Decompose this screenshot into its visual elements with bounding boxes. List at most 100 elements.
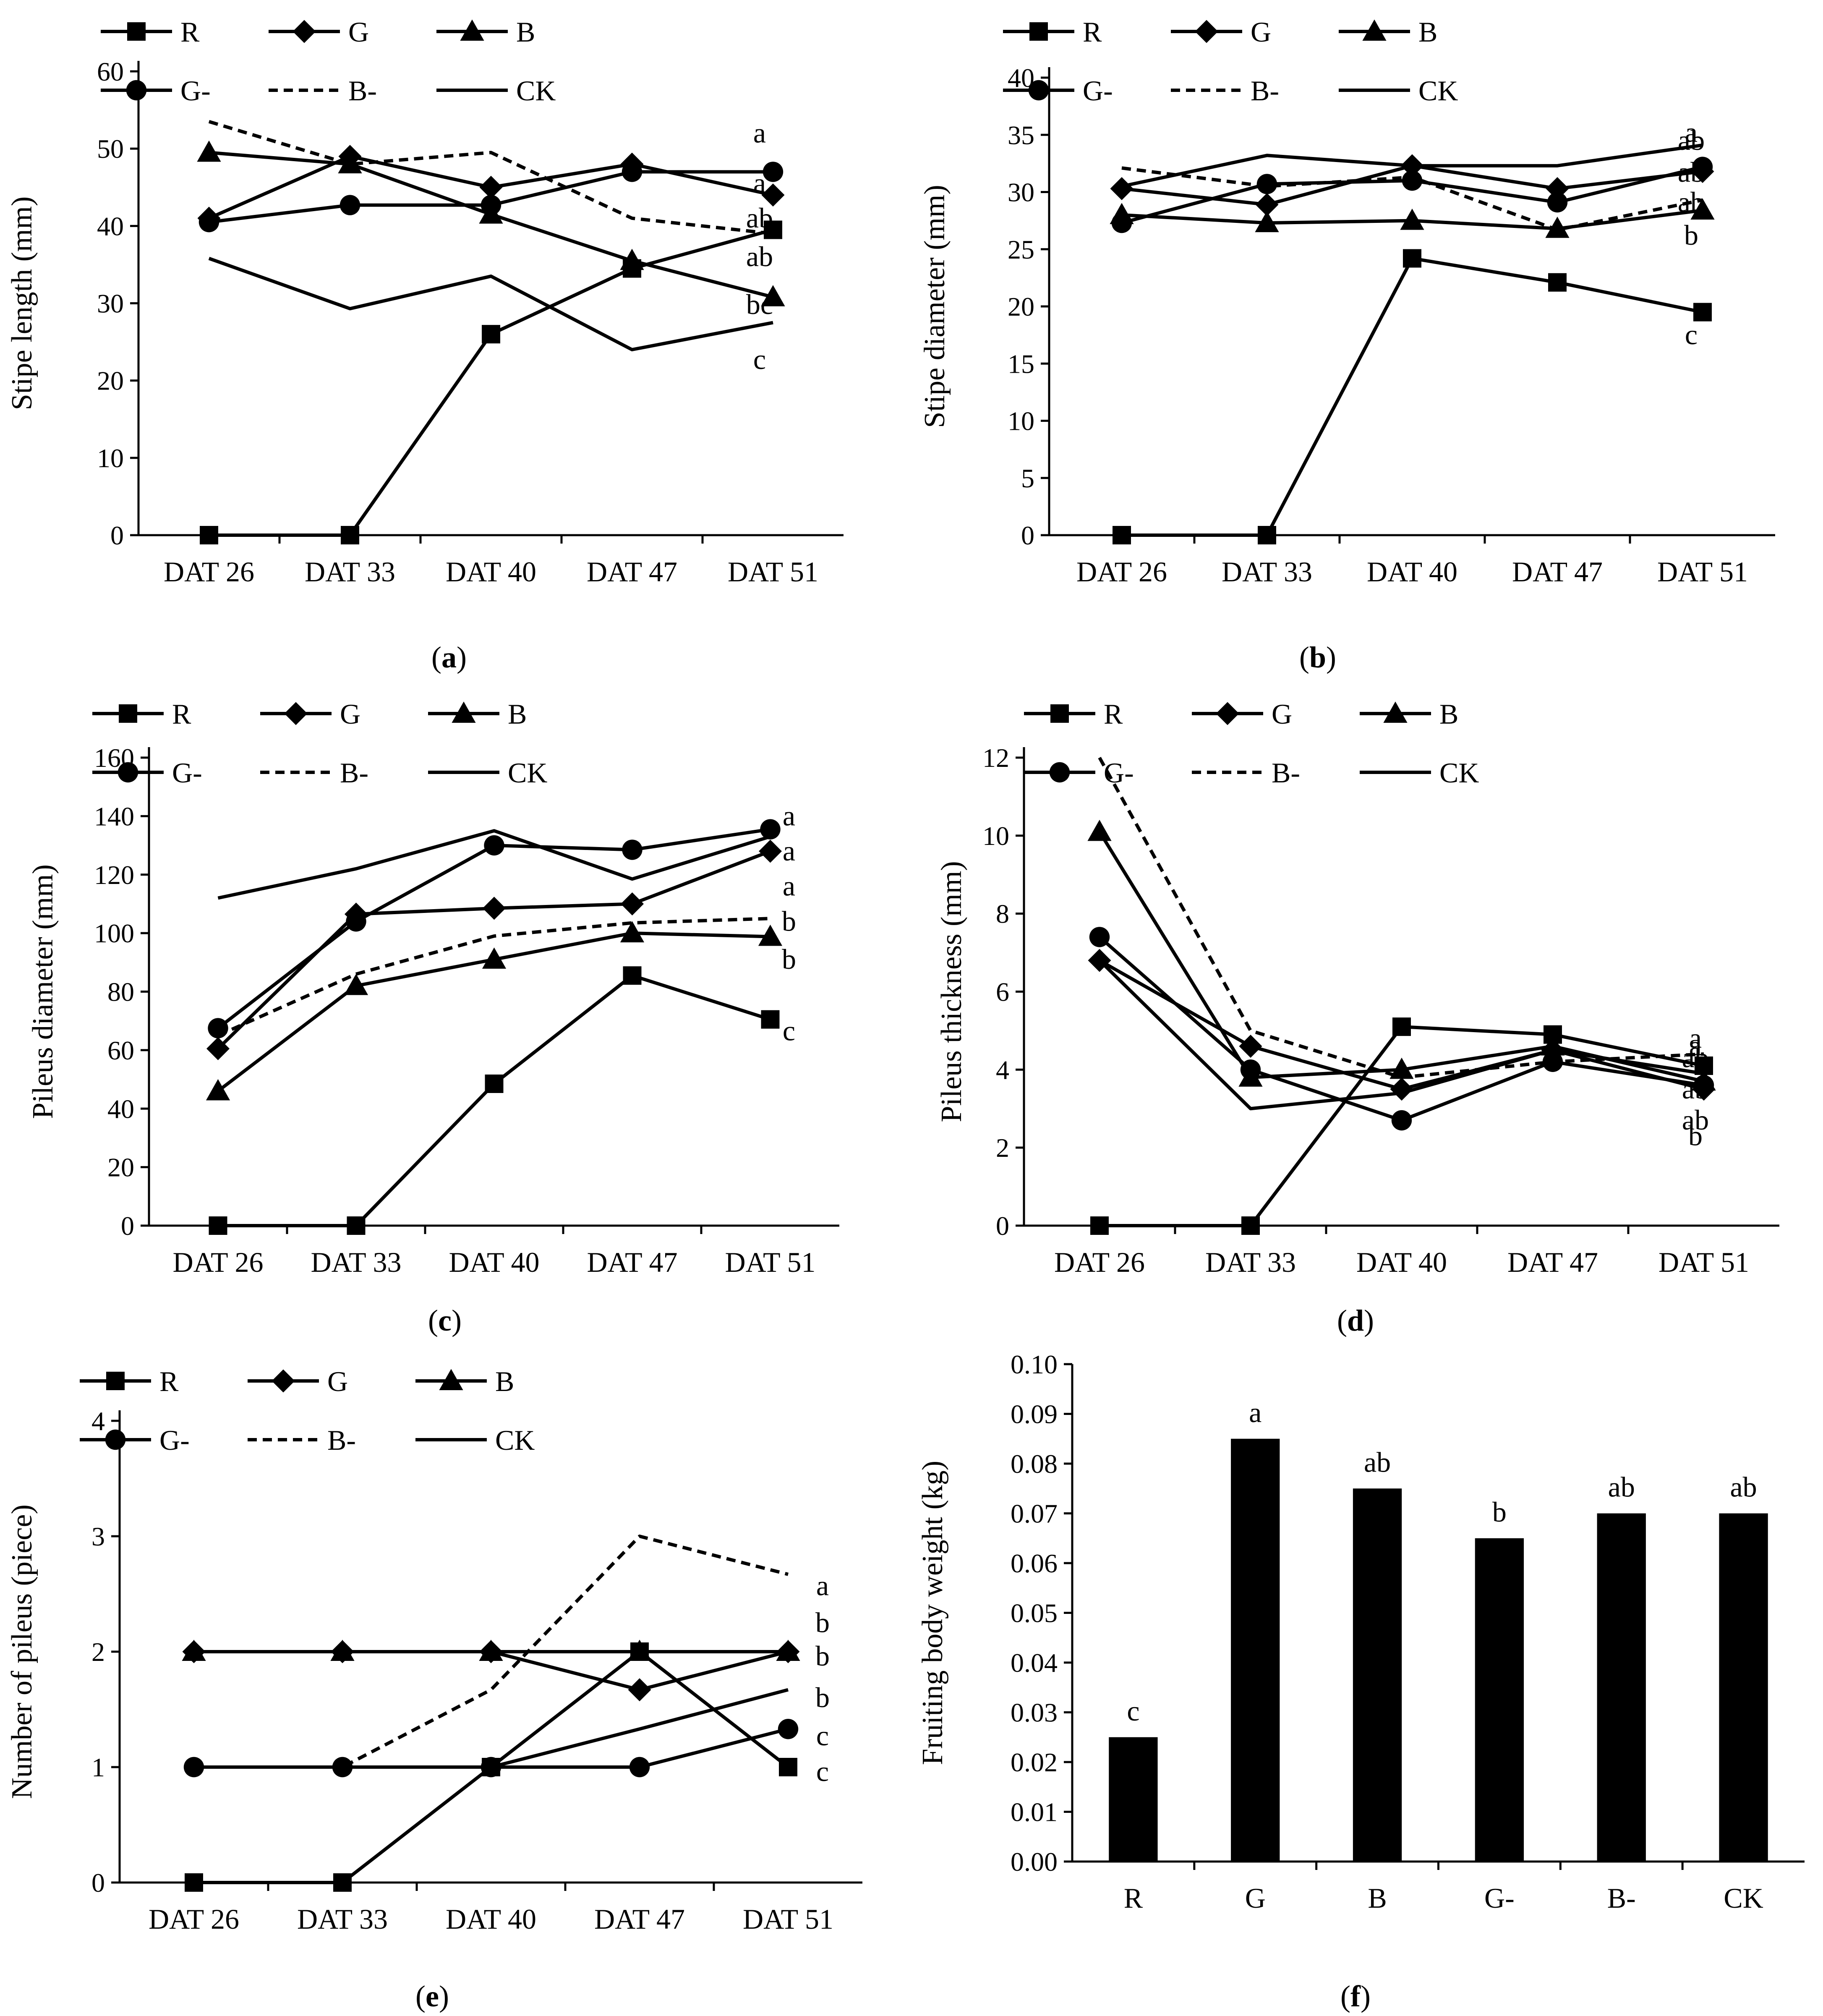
y-tick-label: 10 xyxy=(982,821,1009,851)
legend-item-CK: CK xyxy=(428,757,547,789)
y-tick-label: 2 xyxy=(996,1133,1009,1163)
caption-letter: a xyxy=(441,641,457,674)
y-tick-label: 35 xyxy=(1008,120,1034,150)
legend-marker-triangle xyxy=(1362,19,1387,41)
legend-item-G-: G- xyxy=(1024,757,1134,789)
significance-letter: a xyxy=(753,167,766,199)
bar-G- xyxy=(1475,1538,1524,1862)
legend-item-G-: G- xyxy=(92,757,202,789)
data-point-G xyxy=(479,175,503,199)
data-point-B xyxy=(776,1639,800,1661)
significance-letter: ab xyxy=(1678,186,1705,218)
y-axis-label: Number of pileus (piece) xyxy=(6,1504,38,1799)
data-point-B xyxy=(479,1639,503,1661)
panel-caption: (c) xyxy=(428,1304,462,1337)
data-point-G- xyxy=(763,162,784,182)
significance-letter: b xyxy=(1492,1496,1507,1528)
legend-label: B xyxy=(508,698,527,730)
y-tick-label: 25 xyxy=(1008,235,1034,264)
panel-caption: (e) xyxy=(415,1979,449,2013)
y-axis-label: Stipe length (mm) xyxy=(6,196,38,410)
series-line-CK xyxy=(208,256,773,351)
legend-marker-triangle xyxy=(460,19,484,41)
data-point-R xyxy=(347,1216,366,1235)
data-point-R xyxy=(1403,249,1421,268)
legend-item-CK: CK xyxy=(415,1424,535,1456)
legend-marker-square xyxy=(119,704,137,723)
significance-letter: b xyxy=(815,1640,830,1672)
y-tick-label: 0.03 xyxy=(1011,1698,1058,1728)
y-tick-label: 1 xyxy=(91,1752,105,1782)
legend-item-G-: G- xyxy=(80,1424,190,1456)
y-tick-label: 0 xyxy=(110,520,124,550)
bar-R xyxy=(1109,1737,1158,1862)
data-point-B xyxy=(182,1639,206,1661)
x-tick-label: G- xyxy=(1484,1882,1515,1914)
caption-letter: b xyxy=(1309,641,1326,674)
significance-letter: a xyxy=(783,870,795,902)
legend-marker-square xyxy=(106,1372,125,1390)
data-point-G- xyxy=(760,819,781,839)
x-tick-label: DAT 26 xyxy=(1054,1246,1145,1278)
bar-B xyxy=(1353,1488,1402,1862)
significance-letter: a xyxy=(816,1569,829,1601)
significance-letter: ab xyxy=(1682,1104,1709,1136)
x-tick-label: DAT 40 xyxy=(1367,556,1457,588)
data-point-R xyxy=(485,1075,504,1093)
data-point-R xyxy=(341,526,359,544)
data-point-G- xyxy=(481,195,501,215)
significance-letter: bc xyxy=(746,288,773,320)
data-point-G xyxy=(206,1037,230,1060)
y-axis-label: Stipe diameter (mm) xyxy=(919,185,951,428)
data-point-G xyxy=(759,839,782,863)
legend-label: B xyxy=(516,16,535,48)
y-tick-label: 80 xyxy=(107,977,134,1007)
series-line-R xyxy=(1122,256,1703,537)
legend-marker-circle xyxy=(1049,762,1070,783)
significance-letter: c xyxy=(753,343,766,375)
legend-marker-triangle xyxy=(439,1369,463,1390)
data-point-R xyxy=(1113,526,1131,544)
y-tick-label: 5 xyxy=(1021,463,1034,493)
significance-letter: a xyxy=(753,117,766,149)
y-tick-label: 20 xyxy=(107,1153,134,1182)
legend-item-G: G xyxy=(248,1365,348,1397)
data-point-R xyxy=(1693,303,1712,322)
data-point-G- xyxy=(1111,212,1132,233)
significance-letter: ab xyxy=(1682,1073,1709,1105)
panel-caption: (b) xyxy=(1299,641,1336,674)
data-point-R xyxy=(1548,273,1567,292)
data-point-B xyxy=(761,285,785,306)
y-tick-label: 12 xyxy=(982,743,1009,773)
data-point-B xyxy=(1545,217,1570,238)
significance-letter: ab xyxy=(1730,1471,1757,1503)
x-tick-label: DAT 51 xyxy=(728,556,818,588)
y-tick-label: 140 xyxy=(94,801,134,831)
legend-marker-diamond xyxy=(1195,20,1218,43)
significance-letter: b xyxy=(815,1606,830,1638)
legend-label: G- xyxy=(172,757,202,789)
data-point-G- xyxy=(629,1757,650,1778)
legend-label: CK xyxy=(1418,75,1458,107)
x-tick-label: DAT 51 xyxy=(743,1903,833,1935)
y-tick-label: 20 xyxy=(1008,292,1034,322)
significance-letter: ab xyxy=(1678,124,1705,156)
legend-item-B: B xyxy=(1360,698,1458,730)
x-tick-label: DAT 33 xyxy=(1222,556,1312,588)
legend-label: G xyxy=(1251,16,1271,48)
x-tick-label: DAT 51 xyxy=(1657,556,1748,588)
legend-marker-circle xyxy=(105,1429,126,1450)
data-point-G- xyxy=(484,835,504,856)
legend-marker-triangle xyxy=(452,701,476,723)
data-point-B xyxy=(1400,209,1424,230)
legend-marker-diamond xyxy=(284,702,308,725)
data-point-G- xyxy=(1402,170,1423,191)
significance-letter: b xyxy=(815,1681,830,1713)
x-tick-label: DAT 47 xyxy=(594,1903,685,1935)
y-axis-label: Pileus diameter (mm) xyxy=(27,864,59,1119)
legend-item-B-: B- xyxy=(1192,757,1300,789)
x-tick-label: B- xyxy=(1607,1882,1636,1914)
x-tick-label: DAT 26 xyxy=(173,1246,264,1278)
y-tick-label: 10 xyxy=(1008,406,1034,436)
